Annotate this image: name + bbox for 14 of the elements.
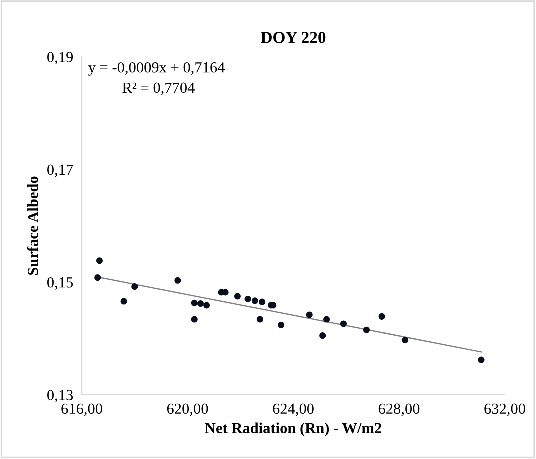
x-tick-label: 632,00	[484, 404, 526, 416]
x-tick-label: 628,00	[378, 404, 420, 416]
annotation: R² = 0,7704	[122, 82, 195, 96]
y-tick-label: 0,17	[48, 164, 74, 178]
x-tick-label: 620,00	[167, 404, 208, 416]
chart-title: DOY 220	[261, 32, 326, 44]
x-tick-label: 616,00	[62, 404, 102, 416]
y-tick-label: 0,13	[48, 390, 74, 403]
y-tick-label: 0,19	[48, 52, 74, 65]
y-axis-title: Surface Albedo	[27, 176, 38, 276]
annotation: y = -0,0009x + 0,7164	[88, 62, 226, 76]
x-axis-title: Net Radiation (Rn) - W/m2	[205, 422, 382, 437]
x-tick-label: 624,00	[273, 404, 314, 416]
y-tick-label: 0,15	[48, 277, 74, 290]
